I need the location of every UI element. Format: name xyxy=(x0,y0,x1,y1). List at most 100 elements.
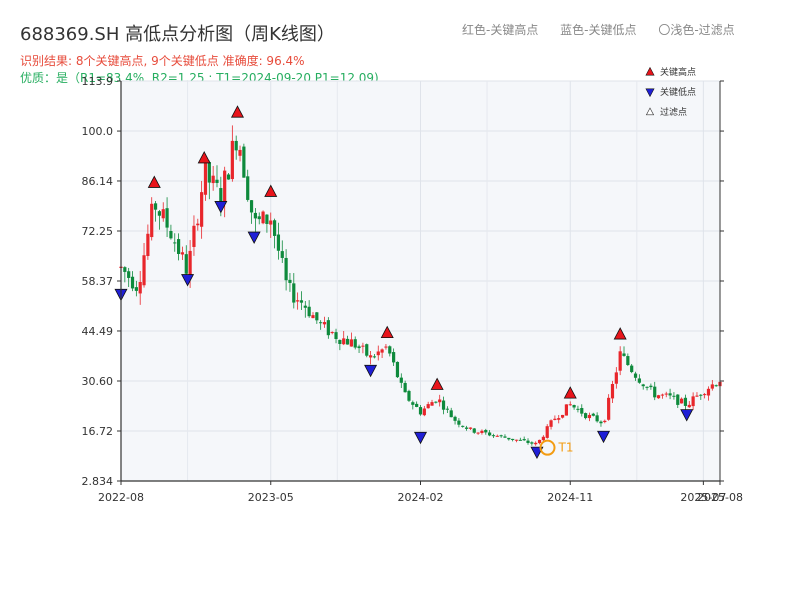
candle-body xyxy=(426,404,430,409)
candle-body xyxy=(353,339,357,348)
candle-body xyxy=(280,251,284,258)
candle-body xyxy=(626,356,630,365)
legend-filtered-icon xyxy=(645,107,655,116)
candle-body xyxy=(545,426,549,438)
candle-body xyxy=(365,344,369,356)
candle-body xyxy=(242,146,246,178)
candle-body xyxy=(560,414,565,418)
candle-body xyxy=(188,250,192,276)
candle-body xyxy=(441,400,446,410)
x-tick-label: 2024-02 xyxy=(398,491,444,504)
candle-body xyxy=(553,418,557,420)
candle-body xyxy=(226,174,231,180)
candle-body xyxy=(395,361,400,378)
candle-body xyxy=(388,346,392,354)
candle-body xyxy=(672,395,676,397)
key-low-marker xyxy=(181,274,195,287)
candle-body xyxy=(522,439,526,441)
y-tick-label: 58.37 xyxy=(82,275,114,288)
candle-body xyxy=(368,355,373,358)
y-tick-label: 16.72 xyxy=(82,425,114,438)
key-high-marker xyxy=(380,325,394,339)
candle-body xyxy=(176,239,181,254)
candle-body xyxy=(138,282,142,294)
candle-body xyxy=(714,385,718,387)
candle-body xyxy=(430,402,434,406)
candle-body xyxy=(710,384,714,389)
candle-body xyxy=(434,401,438,403)
candle-body xyxy=(265,214,269,224)
candle-body xyxy=(153,203,158,210)
candle-body xyxy=(580,408,584,414)
candle-body xyxy=(641,384,645,387)
y-tick-label: 72.25 xyxy=(82,225,114,238)
candle-body xyxy=(342,338,346,345)
legend-blue-text: 蓝色-关键低点 xyxy=(560,23,637,37)
legend-entry: 过滤点 xyxy=(660,106,687,118)
candle-body xyxy=(676,394,680,405)
candle-body xyxy=(534,442,538,445)
candle-body xyxy=(537,439,542,444)
candle-body xyxy=(249,200,254,213)
candle-body xyxy=(415,403,419,407)
candle-body xyxy=(407,390,411,401)
candles xyxy=(119,125,722,446)
candle-body xyxy=(549,420,553,427)
candle-body xyxy=(307,306,311,317)
legend-entry: 关键低点 xyxy=(660,86,696,98)
candle-body xyxy=(607,397,611,420)
candle-body xyxy=(380,349,384,353)
candle-body xyxy=(157,211,161,216)
candle-body xyxy=(683,397,688,406)
candle-body xyxy=(530,442,534,444)
candle-body xyxy=(418,407,423,415)
candle-body xyxy=(630,365,634,373)
candle-body xyxy=(461,425,465,427)
candle-body xyxy=(357,346,361,349)
candle-body xyxy=(599,421,603,424)
candle-body xyxy=(322,322,327,325)
candle-body xyxy=(445,408,449,410)
candle-body xyxy=(591,413,595,416)
key-high-marker xyxy=(197,151,211,164)
candle-body xyxy=(660,394,665,396)
key-high-marker xyxy=(147,175,161,188)
candle-body xyxy=(422,408,426,416)
candle-body xyxy=(557,418,561,420)
candle-body xyxy=(284,257,288,281)
candle-body xyxy=(269,220,273,225)
candle-body xyxy=(703,394,707,396)
candle-body xyxy=(288,279,292,283)
candle-body xyxy=(161,209,165,219)
candle-body xyxy=(150,203,154,238)
candle-body xyxy=(699,394,703,396)
t1-label: T1 xyxy=(558,441,574,455)
candle-body xyxy=(472,428,476,433)
candle-body xyxy=(633,373,638,378)
candle-body xyxy=(326,320,330,336)
key-low-marker xyxy=(413,431,428,445)
candle-body xyxy=(296,300,300,302)
candle-body xyxy=(695,395,699,397)
candle-body xyxy=(311,315,315,319)
candle-body xyxy=(276,234,281,251)
candle-body xyxy=(349,339,353,347)
candle-body xyxy=(303,305,307,308)
candle-body xyxy=(211,175,215,184)
candle-body xyxy=(507,437,511,440)
candle-body xyxy=(491,435,496,437)
candle-body xyxy=(476,432,480,434)
candle-body xyxy=(449,410,453,418)
candle-body xyxy=(384,346,388,348)
key-high-marker xyxy=(430,377,444,390)
candle-body xyxy=(223,170,227,204)
candle-body xyxy=(261,211,265,224)
candle-body xyxy=(680,398,684,404)
candle-body xyxy=(345,338,350,345)
candle-body xyxy=(399,377,403,383)
candle-body xyxy=(603,420,607,423)
candle-body xyxy=(123,267,127,272)
x-tick-label: 2024-11 xyxy=(547,491,593,504)
key-low-marker xyxy=(247,231,261,244)
